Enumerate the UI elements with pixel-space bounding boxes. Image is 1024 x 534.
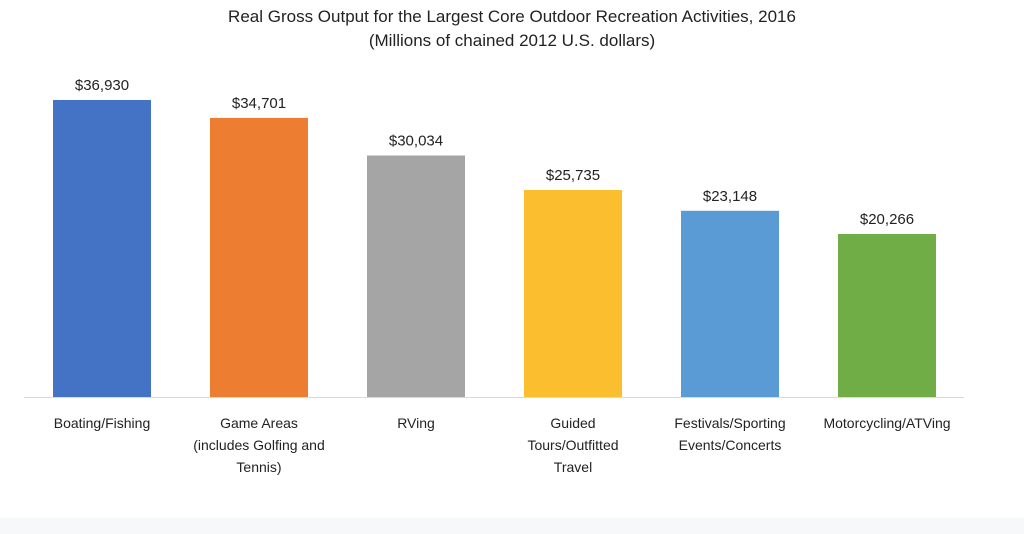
category-label-4: Festivals/Sporting Events/Concerts (674, 415, 785, 453)
bar-3 (524, 190, 622, 397)
category-label-1: Game Areas (includes Golfing and Tennis) (193, 415, 325, 475)
data-label-3: $25,735 (546, 167, 600, 184)
category-label-5: Motorcycling/ATVing (823, 415, 950, 431)
data-label-1: $34,701 (232, 95, 286, 112)
category-label-2: RVing (397, 415, 435, 431)
data-label-0: $36,930 (75, 77, 129, 94)
bar-5 (838, 234, 936, 397)
chart-subtitle: (Millions of chained 2012 U.S. dollars) (368, 31, 656, 50)
footer-band (0, 518, 1024, 534)
category-label-3: Guided Tours/Outfitted Travel (527, 415, 618, 475)
bar-4 (681, 210, 779, 397)
chart-title: Real Gross Output for the Largest Core O… (228, 7, 796, 26)
data-label-5: $20,266 (860, 211, 914, 228)
bar-2 (367, 155, 465, 397)
category-label-0: Boating/Fishing (54, 415, 151, 431)
data-label-4: $23,148 (703, 188, 757, 205)
bar-0 (53, 100, 151, 397)
bar-1 (210, 117, 308, 398)
data-label-2: $30,034 (389, 133, 443, 150)
